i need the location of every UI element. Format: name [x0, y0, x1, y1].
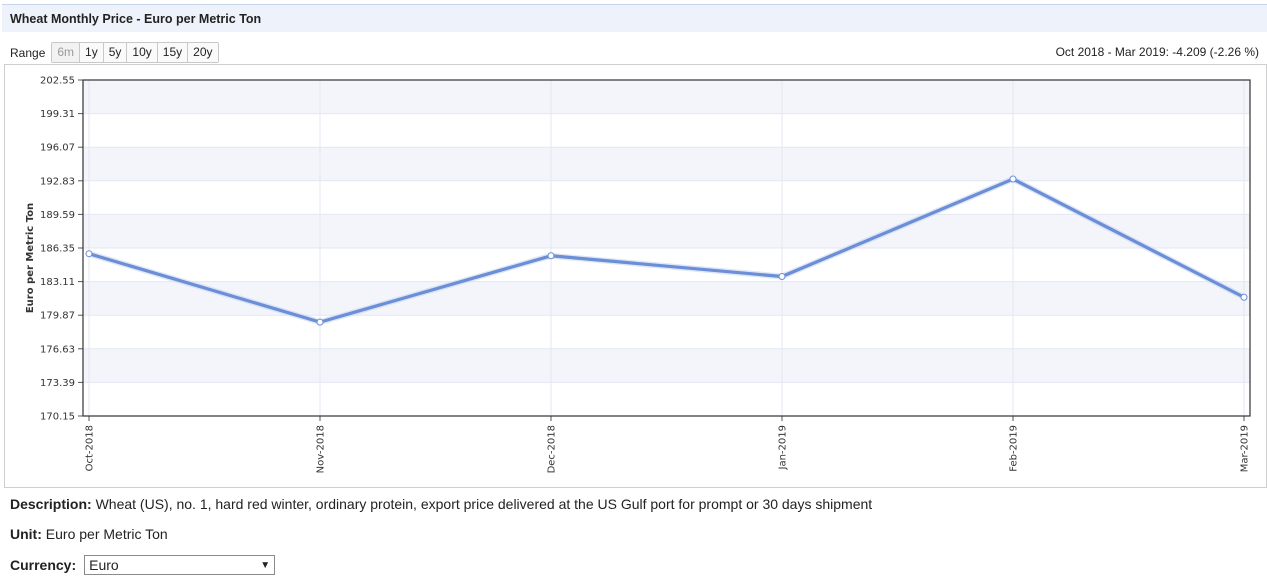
range-button-15y[interactable]: 15y	[156, 43, 188, 62]
data-point	[316, 318, 324, 326]
series-line	[88, 177, 1245, 324]
range-button-6m[interactable]: 6m	[52, 43, 80, 62]
y-tick-label: 202.55	[40, 76, 75, 87]
description-row: Description: Wheat (US), no. 1, hard red…	[10, 496, 872, 512]
currency-label: Currency:	[10, 557, 77, 573]
unit-row: Unit: Euro per Metric Ton	[10, 526, 168, 542]
plot-border	[82, 79, 1251, 417]
range-button-20y[interactable]: 20y	[187, 43, 218, 62]
plot-band	[83, 281, 1250, 316]
y-tick-label: 189.59	[40, 210, 75, 221]
y-tick-label: 196.07	[40, 143, 75, 154]
range-button-10y[interactable]: 10y	[126, 43, 157, 62]
data-point	[778, 273, 786, 281]
y-tick-label: 183.11	[40, 277, 75, 288]
price-line-chart: 170.15 173.39 176.63 179.87 183.11 186.35 189.…	[25, 76, 1251, 473]
x-tick-label: Mar-2019	[1240, 425, 1251, 472]
data-point	[1240, 293, 1248, 301]
range-selector: Range 6m 1y 5y 10y 15y 20y	[10, 42, 219, 63]
page-title: Wheat Monthly Price - Euro per Metric To…	[2, 4, 1267, 32]
x-tick-label: Oct-2018	[85, 425, 96, 471]
data-point	[547, 252, 555, 260]
y-tick-label: 176.63	[40, 344, 75, 355]
plot-band	[83, 80, 1250, 114]
description-text: Wheat (US), no. 1, hard red winter, ordi…	[95, 496, 873, 512]
unit-label: Unit:	[10, 526, 42, 542]
x-tick-label: Dec-2018	[547, 425, 558, 473]
x-tick-label: Feb-2019	[1009, 425, 1020, 472]
y-tick-label: 186.35	[40, 244, 75, 255]
plot-band	[83, 147, 1250, 181]
price-change-summary: Oct 2018 - Mar 2019: -4.209 (-2.26 %)	[1055, 45, 1259, 59]
currency-selected-value: Euro	[89, 557, 119, 573]
range-button-group: 6m 1y 5y 10y 15y 20y	[51, 42, 219, 63]
unit-text: Euro per Metric Ton	[45, 526, 168, 542]
currency-select[interactable]: Euro ▼	[84, 555, 276, 575]
y-tick-label: 192.83	[40, 176, 75, 187]
range-label: Range	[10, 45, 46, 60]
range-button-1y[interactable]: 1y	[79, 43, 103, 62]
chevron-down-icon: ▼	[260, 559, 271, 571]
y-tick-label: 179.87	[40, 311, 75, 322]
x-tick-label: Nov-2018	[316, 425, 327, 473]
plot-band	[83, 214, 1250, 248]
description-label: Description:	[10, 496, 92, 512]
data-point	[1009, 175, 1017, 183]
y-axis-label: Euro per Metric Ton	[25, 203, 36, 313]
plot-band	[83, 348, 1250, 383]
y-tick-label: 173.39	[40, 378, 75, 389]
chart-container: 170.15 173.39 176.63 179.87 183.11 186.35 189.…	[4, 64, 1267, 488]
y-tick-label: 170.15	[40, 412, 75, 423]
x-tick-label: Jan-2019	[778, 425, 789, 470]
data-point	[85, 250, 93, 258]
currency-row: Currency: Euro ▼	[10, 555, 276, 575]
y-tick-label: 199.31	[40, 109, 75, 120]
range-button-5y[interactable]: 5y	[102, 43, 127, 62]
